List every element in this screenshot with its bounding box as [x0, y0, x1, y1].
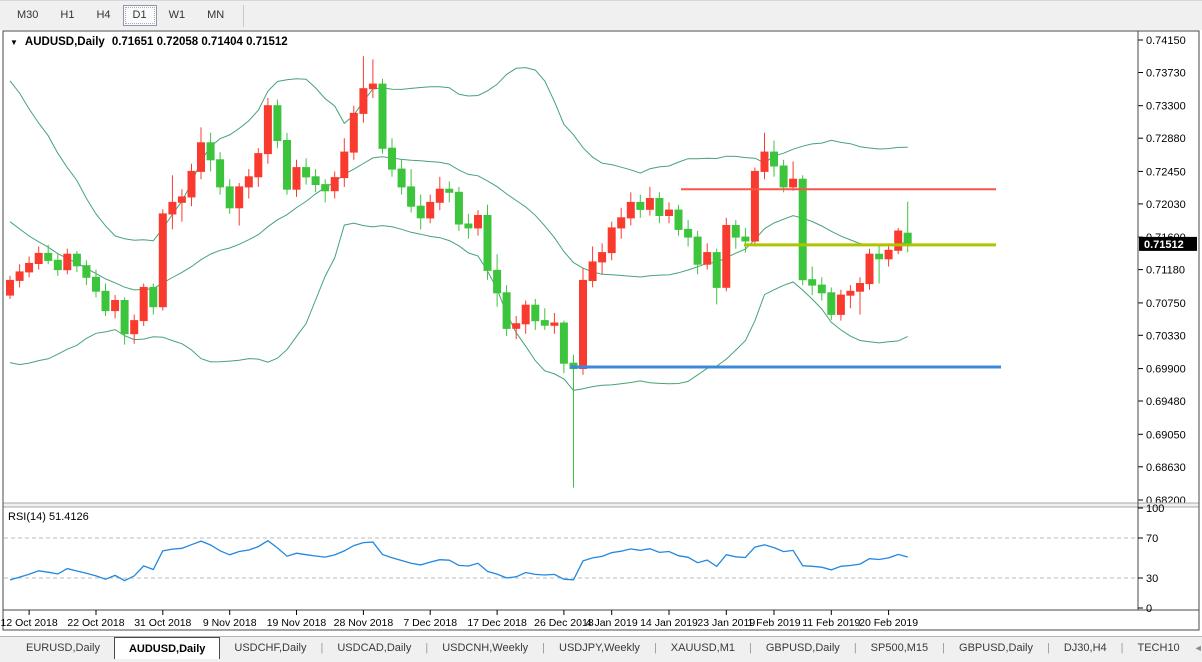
svg-text:19 Nov 2018: 19 Nov 2018 [267, 617, 327, 629]
tab-divider: | [653, 642, 657, 654]
toolbar-separator [243, 4, 245, 27]
svg-text:17 Dec 2018: 17 Dec 2018 [467, 617, 527, 629]
svg-text:0.74150: 0.74150 [1146, 35, 1186, 47]
svg-text:23 Jan 2019: 23 Jan 2019 [697, 617, 755, 629]
chart-tab-tech10[interactable]: TECH10 [1137, 642, 1180, 654]
timeframe-button-h1[interactable]: H1 [50, 5, 84, 26]
price-axis: 0.74150 0.73730 0.73300 0.72880 0.72450 0.720… [1138, 35, 1186, 507]
chart-tab-audusd-daily[interactable]: AUDUSD,Daily [113, 637, 221, 659]
svg-text:31 Oct 2018: 31 Oct 2018 [134, 617, 191, 629]
chart-tab-sp500-m15[interactable]: SP500,M15 [870, 642, 929, 654]
svg-text:11 Feb 2019: 11 Feb 2019 [802, 617, 860, 629]
svg-text:0.71512: 0.71512 [1144, 239, 1184, 251]
timeframe-button-m30[interactable]: M30 [7, 5, 48, 26]
svg-text:0.72880: 0.72880 [1146, 133, 1186, 145]
svg-text:0.73730: 0.73730 [1146, 68, 1186, 80]
tab-divider: | [320, 642, 324, 654]
price-chart[interactable]: 0.74150 0.73730 0.73300 0.72880 0.72450 0.720… [0, 30, 1202, 637]
chart-tab-usdjpy-weekly[interactable]: USDJPY,Weekly [559, 642, 640, 654]
tab-divider: | [542, 642, 546, 654]
svg-text:0.72030: 0.72030 [1146, 199, 1186, 211]
svg-text:1 Feb 2019: 1 Feb 2019 [747, 617, 800, 629]
timeframe-button-mn[interactable]: MN [197, 5, 234, 26]
tab-divider: | [853, 642, 857, 654]
svg-text:0.69480: 0.69480 [1146, 396, 1186, 408]
tab-divider: | [748, 642, 752, 654]
svg-text:4 Jan 2019: 4 Jan 2019 [586, 617, 638, 629]
svg-text:0: 0 [1146, 603, 1152, 615]
svg-text:9 Nov 2018: 9 Nov 2018 [203, 617, 257, 629]
svg-text:0.71180: 0.71180 [1146, 265, 1185, 277]
svg-text:0.69900: 0.69900 [1146, 364, 1186, 376]
svg-text:0.73300: 0.73300 [1146, 101, 1186, 113]
svg-text:7 Dec 2018: 7 Dec 2018 [403, 617, 457, 629]
svg-text:30: 30 [1146, 573, 1158, 585]
chart-tab-xauusd-m1[interactable]: XAUUSD,M1 [670, 642, 735, 654]
svg-text:100: 100 [1146, 503, 1164, 515]
timeframe-button-h4[interactable]: H4 [86, 5, 120, 26]
current-price-tag: 0.71512 [1139, 236, 1197, 251]
chevron-down-icon[interactable]: ▼ [10, 37, 18, 47]
date-axis: 12 Oct 2018 22 Oct 2018 31 Oct 2018 9 Nov 2… [0, 610, 918, 629]
chart-title: ▼ AUDUSD,Daily 0.71651 0.72058 0.71404 0… [10, 36, 288, 48]
svg-text:0.68630: 0.68630 [1146, 462, 1186, 474]
rsi-line [9, 539, 908, 582]
svg-text:20 Feb 2019: 20 Feb 2019 [859, 617, 918, 629]
svg-text:22 Oct 2018: 22 Oct 2018 [67, 617, 124, 629]
tab-divider: | [1046, 642, 1050, 654]
chart-symbol-label: AUDUSD,Daily [24, 36, 105, 48]
svg-text:28 Nov 2018: 28 Nov 2018 [334, 617, 394, 629]
chart-tabs-bar: EURUSD,Daily AUDUSD,Daily USDCHF,Daily | USD… [0, 636, 1202, 659]
tab-scroll-left-icon[interactable]: ◄ [1193, 643, 1202, 653]
svg-text:70: 70 [1146, 533, 1158, 545]
rsi-indicator-label: RSI(14) 51.4126 [8, 511, 89, 523]
svg-text:0.72450: 0.72450 [1146, 166, 1186, 178]
svg-text:26 Dec 2018: 26 Dec 2018 [534, 617, 594, 629]
svg-text:14 Jan 2019: 14 Jan 2019 [640, 617, 698, 629]
chart-tab-usdcnh-weekly[interactable]: USDCNH,Weekly [442, 642, 529, 654]
timeframe-button-w1[interactable]: W1 [159, 5, 196, 26]
tab-divider: | [1120, 642, 1124, 654]
tab-divider: | [425, 642, 429, 654]
candles [6, 56, 912, 488]
chart-tab-dj30-h4[interactable]: DJ30,H4 [1063, 642, 1107, 654]
tab-divider: | [942, 642, 946, 654]
pane-splitter [2, 502, 1200, 508]
chart-tab-usdchf-daily[interactable]: USDCHF,Daily [234, 642, 307, 654]
chart-tab-gbpusd-daily[interactable]: GBPUSD,Daily [959, 642, 1033, 654]
chart-tab-usdcad-daily[interactable]: USDCAD,Daily [337, 642, 412, 654]
chart-tab-eurusd-daily[interactable]: EURUSD,Daily [26, 642, 100, 654]
timeframe-button-d1[interactable]: D1 [122, 5, 157, 26]
bottom-strip [0, 659, 1202, 662]
svg-text:12 Oct 2018: 12 Oct 2018 [0, 617, 57, 629]
svg-text:0.70750: 0.70750 [1146, 298, 1186, 310]
chart-tab-gbpusd-daily[interactable]: GBPUSD,Daily [765, 642, 840, 654]
rsi-pane: 100 70 30 0 [4, 503, 1164, 615]
chart-ohlc-values: 0.71651 0.72058 0.71404 0.71512 [111, 36, 288, 48]
chart-window[interactable]: 0.74150 0.73730 0.73300 0.72880 0.72450 0.720… [0, 30, 1202, 632]
svg-text:0.70330: 0.70330 [1146, 330, 1186, 342]
timeframe-toolbar: M30 H1 H4 D1 W1 MN [0, 0, 1202, 30]
svg-text:0.69050: 0.69050 [1146, 429, 1186, 441]
